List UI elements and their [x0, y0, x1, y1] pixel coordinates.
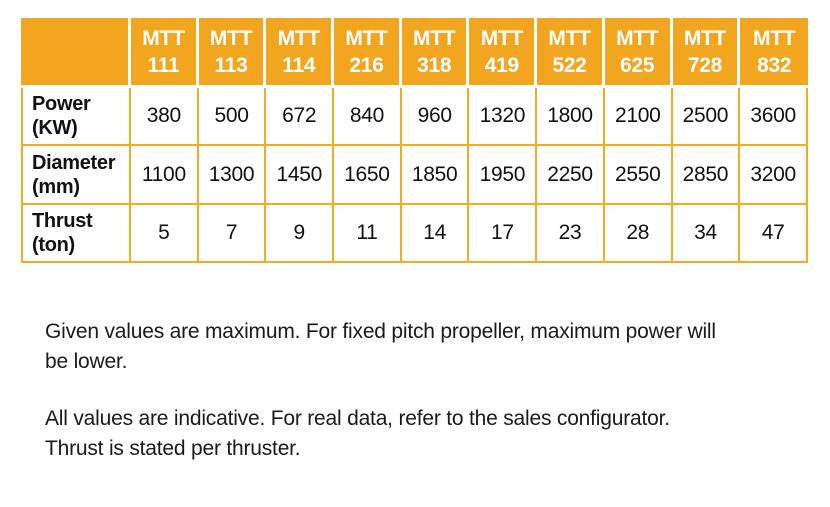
column-header-line: MTT	[277, 26, 321, 50]
column-header: MTT 419	[469, 18, 538, 88]
table-cell: 23	[537, 205, 605, 263]
column-header-line: 522	[552, 53, 587, 77]
table-cell: 2100	[604, 88, 673, 146]
row-label: Thrust (ton)	[21, 205, 131, 263]
table-cell: 3200	[740, 146, 808, 205]
note-line: All values are indicative. For real data…	[45, 407, 670, 430]
table-cell: 47	[740, 205, 808, 263]
row-label-name: Diameter	[32, 151, 116, 174]
column-header: MTT 111	[131, 18, 199, 88]
table-cell: 17	[469, 205, 538, 263]
column-header-line: 625	[620, 53, 655, 77]
column-header-line: 114	[282, 53, 316, 77]
table-cell: 28	[604, 205, 673, 263]
column-header-line: MTT	[345, 26, 388, 50]
table-cell: 672	[266, 88, 335, 146]
column-header-line: 111	[147, 53, 180, 77]
note-max-values: Given values are maximum. For fixed pitc…	[45, 317, 716, 377]
thruster-spec-table: MTT 111 MTT 113 MTT 114 MTT 216 MTT 318 MTT 419 MTT 5…	[21, 18, 808, 263]
table-cell: 2250	[537, 146, 605, 205]
column-header-line: 728	[687, 53, 723, 77]
row-label-unit: (ton)	[32, 234, 75, 256]
column-header: MTT 728	[672, 18, 741, 88]
table-cell: 1450	[266, 146, 335, 205]
table-cell: 960	[401, 88, 470, 146]
table-cell: 1300	[198, 146, 267, 205]
column-header-line: MTT	[683, 26, 727, 50]
column-header-line: MTT	[142, 26, 185, 50]
table-cell: 2500	[672, 88, 741, 146]
table-cell: 14	[401, 205, 470, 263]
column-header-line: MTT	[616, 26, 659, 50]
column-header-line: MTT	[753, 26, 796, 50]
column-header-line: 318	[417, 53, 452, 77]
table-cell: 9	[266, 205, 335, 263]
table-cell: 2850	[672, 146, 741, 205]
note-line: Given values are maximum. For fixed pitc…	[45, 320, 716, 343]
column-header-line: 419	[484, 53, 519, 77]
row-label: Diameter (mm)	[21, 146, 131, 205]
table-cell: 1100	[131, 146, 199, 205]
column-header-line: 113	[214, 53, 248, 77]
row-label-unit: (mm)	[32, 175, 80, 198]
note-line: Thrust is stated per thruster.	[45, 437, 301, 460]
table-cell: 11	[334, 205, 402, 263]
column-header-line: MTT	[548, 26, 591, 50]
table-cell: 1950	[469, 146, 538, 205]
note-line: be lower.	[45, 350, 128, 373]
column-header: MTT 625	[604, 18, 673, 88]
table-corner-cell	[21, 18, 131, 88]
column-header: MTT 216	[334, 18, 402, 88]
note-indicative-values: All values are indicative. For real data…	[45, 404, 670, 464]
column-header-line: 832	[757, 53, 792, 77]
column-header-line: MTT	[413, 26, 456, 50]
table-cell: 1850	[401, 146, 470, 205]
row-label-name: Power	[32, 93, 91, 115]
column-header-line: 216	[349, 53, 384, 77]
table-cell: 5	[131, 205, 199, 263]
table-cell: 34	[672, 205, 741, 263]
table-cell: 840	[334, 88, 402, 146]
row-label-unit: (KW)	[32, 117, 78, 139]
table-cell: 500	[198, 88, 267, 146]
table-cell: 1320	[469, 88, 538, 146]
table-cell: 1800	[537, 88, 605, 146]
column-header: MTT 522	[537, 18, 605, 88]
column-header-line: MTT	[209, 26, 253, 50]
column-header: MTT 113	[198, 18, 267, 88]
table-cell: 7	[198, 205, 267, 263]
table-cell: 1650	[334, 146, 402, 205]
table-cell: 3600	[740, 88, 808, 146]
column-header: MTT 114	[266, 18, 335, 88]
row-label-name: Thrust	[32, 210, 93, 232]
table-cell: 2550	[604, 146, 673, 205]
column-header-line: MTT	[480, 26, 524, 50]
column-header: MTT 832	[740, 18, 808, 88]
row-label: Power (KW)	[21, 88, 131, 146]
column-header: MTT 318	[401, 18, 470, 88]
table-cell: 380	[131, 88, 199, 146]
